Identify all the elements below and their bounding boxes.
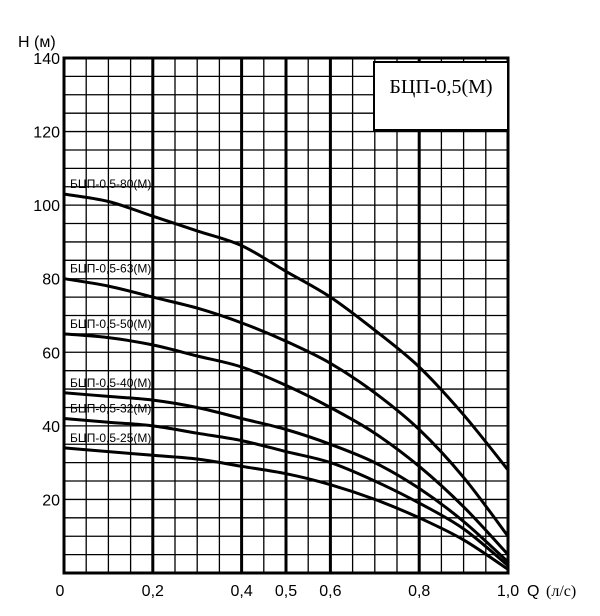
x-tick-label: 0,8 — [408, 583, 430, 600]
x-axis-label: Q — [527, 583, 539, 600]
series-line — [62, 391, 510, 564]
series-label: БЦП-0,5-25(М) — [70, 431, 151, 445]
series-line — [62, 277, 510, 538]
x-axis-unit: (л/с) — [546, 583, 576, 600]
y-tick-label: 20 — [42, 492, 60, 509]
x-tick-label: 0 — [56, 583, 65, 600]
series-line — [62, 417, 510, 568]
x-tick-label: 0,4 — [230, 583, 252, 600]
y-tick-label: 120 — [33, 125, 60, 142]
series-line — [62, 192, 510, 472]
x-tick-label: 1,0 — [497, 583, 519, 600]
y-tick-label: 60 — [42, 345, 60, 362]
series-line — [62, 446, 510, 571]
x-tick-label: 0,6 — [319, 583, 341, 600]
series-label: БЦП-0,5-50(М) — [70, 317, 151, 331]
x-tick-label: 0,2 — [142, 583, 164, 600]
x-tick-labels: 0,2 0,4 0,5 0,6 0,8 1,0 — [142, 583, 520, 600]
y-tick-label: 40 — [42, 419, 60, 436]
y-tick-labels: 20 40 60 80 100 120 140 0 — [33, 51, 64, 600]
y-tick-label: 100 — [33, 198, 60, 215]
title-box: БЦП-0,5(М) — [373, 61, 509, 131]
performance-curves — [62, 192, 510, 571]
title-box-frame — [373, 61, 509, 131]
series-label: БЦП-0,5-32(М) — [70, 402, 151, 416]
plot-frame — [62, 56, 510, 575]
y-axis-label: H (м) — [18, 34, 56, 51]
series-line — [62, 332, 510, 557]
y-tick-label: 80 — [42, 272, 60, 289]
grid — [62, 56, 510, 575]
series-label: БЦП-0,5-63(М) — [70, 262, 151, 276]
x-tick-label: 0,5 — [275, 583, 297, 600]
y-tick-label: 140 — [33, 51, 60, 68]
series-labels: БЦП-0,5-80(М) БЦП-0,5-63(М) БЦП-0,5-50(М) Б… — [70, 177, 151, 445]
chart-title: БЦП-0,5(М) — [389, 76, 492, 98]
series-label: БЦП-0,5-80(М) — [70, 177, 151, 191]
series-label: БЦП-0,5-40(М) — [70, 376, 151, 390]
